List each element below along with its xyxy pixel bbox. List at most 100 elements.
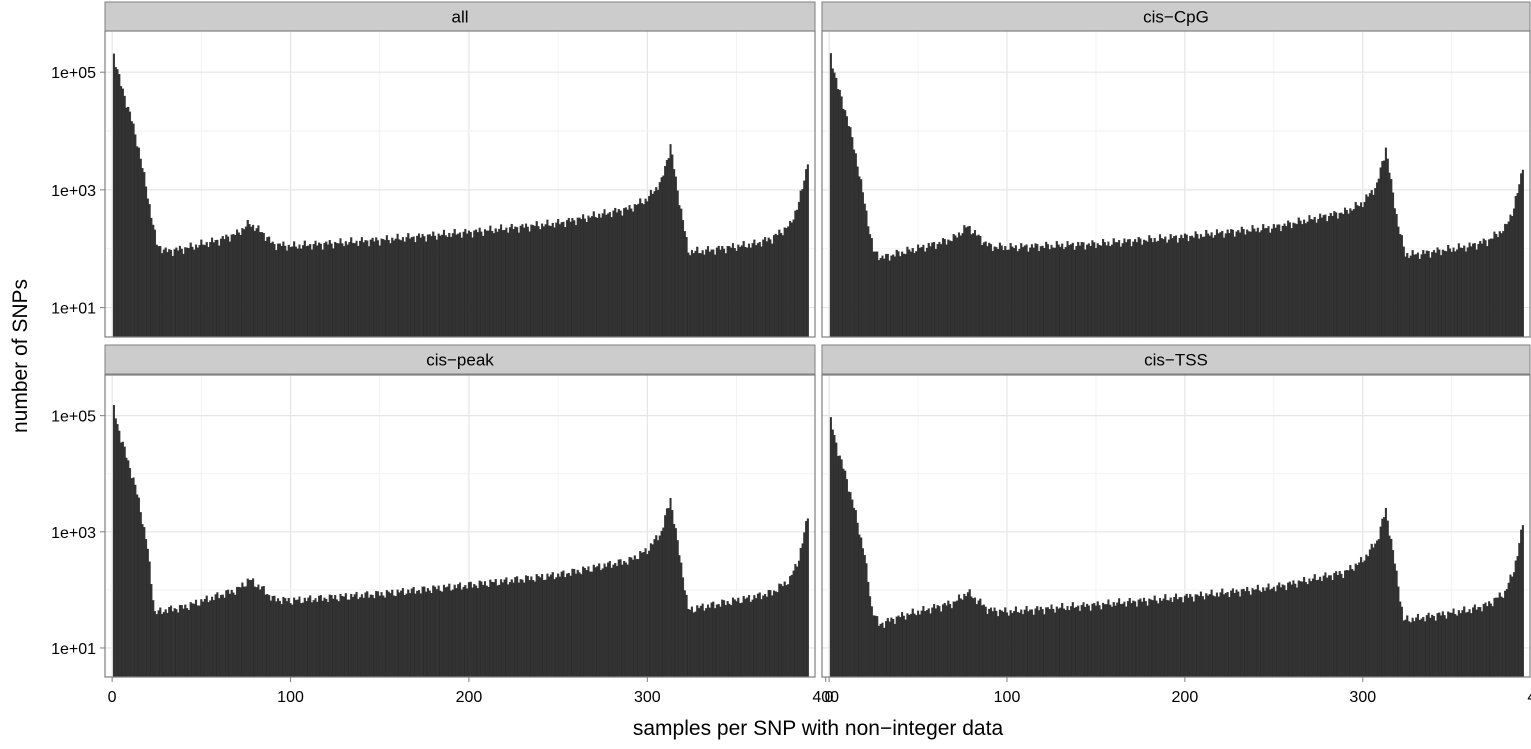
bar [909,251,913,338]
bar [503,579,506,678]
bar [1425,615,1428,678]
bar [355,591,358,678]
bar [262,586,265,678]
bar [582,214,585,338]
panel-border [104,30,816,338]
bar [1121,243,1124,338]
bar [1290,584,1293,678]
bar [1505,589,1508,678]
bar [387,239,390,338]
bar [1288,222,1291,338]
bar [1331,580,1334,678]
bar [171,255,174,338]
bar [442,584,446,678]
bar [658,535,661,678]
bar [1464,612,1468,678]
bar [132,123,135,338]
bar [594,567,597,678]
bar [924,611,927,678]
bar [1320,580,1323,678]
bar [227,236,230,338]
bar [1183,233,1186,338]
bar [678,205,681,338]
bar [1400,235,1403,338]
bar [615,212,619,338]
bar [949,240,952,338]
bar [633,555,636,678]
bar [1457,610,1460,678]
bar [959,598,962,678]
bar [371,237,374,338]
bar [369,594,372,678]
bar [446,236,449,338]
bar [947,239,950,338]
x-tick-label: 0 [108,689,117,706]
bar [895,616,898,678]
bar [1395,570,1398,678]
bar [1272,224,1275,338]
bar [596,566,599,678]
bar [1521,525,1524,678]
bar [519,225,522,338]
bar [1294,583,1297,678]
bar [1066,241,1069,338]
bar [1082,602,1085,678]
bar [510,579,513,678]
bar [1338,571,1341,678]
bar [1285,590,1288,678]
bar [970,234,973,338]
bar [635,559,638,678]
bar [426,588,429,678]
bar [783,581,786,678]
bar [1278,582,1281,678]
bar [1489,238,1492,338]
bar [521,579,524,678]
bar [628,556,631,678]
bar [157,610,160,678]
bar [1219,592,1222,678]
bar [947,600,950,678]
bar [1029,609,1032,678]
bar [674,528,677,678]
bar [346,599,349,678]
bar [351,596,355,678]
bar [462,231,465,338]
bar [719,606,722,678]
bar [957,594,961,678]
bar [701,603,704,678]
bar [1224,593,1227,678]
facet-strip [104,344,816,375]
bar [143,527,146,678]
bar [783,227,786,338]
bar [1365,194,1368,338]
bar [601,568,604,678]
bar [476,232,479,338]
bar [911,608,914,678]
bar [737,597,740,678]
bar [548,225,551,338]
bar [849,127,852,338]
bar [1509,214,1512,338]
bar [1102,239,1105,338]
bar [995,247,998,338]
bar [874,251,877,338]
bar [458,232,462,338]
bar [421,586,424,678]
bar [1203,599,1206,678]
bar [166,612,169,678]
bar [1468,242,1471,338]
bar [118,430,121,678]
bar [448,232,451,338]
bar [692,253,695,338]
bar [1390,538,1393,678]
bar [1260,592,1263,678]
bar [182,608,185,678]
bar [1297,580,1300,678]
bar [1105,245,1108,338]
bar [1461,247,1464,338]
bar [1196,594,1199,678]
bar [796,566,799,678]
bar [1201,236,1204,338]
